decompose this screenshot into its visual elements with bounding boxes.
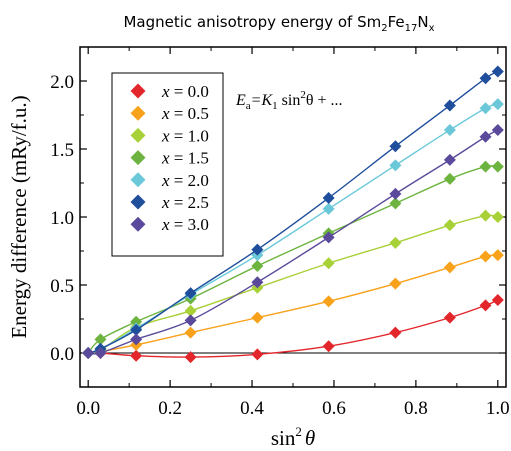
data-point — [479, 299, 492, 312]
data-point — [491, 123, 504, 136]
data-point — [251, 348, 264, 361]
data-point — [443, 99, 456, 112]
series-layer — [82, 65, 504, 364]
data-point — [251, 276, 264, 289]
legend-label: x = 0.5 — [161, 104, 209, 123]
data-point — [491, 249, 504, 262]
series-line — [88, 254, 498, 354]
data-point — [130, 333, 143, 346]
data-point — [443, 219, 456, 232]
data-point — [479, 209, 492, 222]
series-line — [87, 165, 498, 354]
y-tick-label: 0.0 — [50, 344, 74, 365]
data-point — [491, 65, 504, 78]
x-tick-label: 1.0 — [486, 398, 510, 419]
legend: x = 0.0 x = 0.5 x = 1.0 x = 1.5 x = 2.0 x = 2… — [130, 82, 209, 234]
legend-label: x = 2.0 — [161, 171, 209, 190]
series-1 — [82, 249, 504, 359]
data-point — [389, 187, 402, 200]
legend-marker — [130, 105, 146, 121]
legend-marker — [130, 150, 146, 166]
y-tick-label: 0.5 — [50, 276, 74, 297]
data-point — [322, 295, 335, 308]
x-axis-label: sin2 θ — [271, 424, 315, 450]
data-point — [322, 202, 335, 215]
data-point — [389, 326, 402, 339]
data-point — [479, 72, 492, 85]
data-point — [130, 323, 143, 336]
x-tick-label: 0.4 — [240, 398, 264, 419]
series-line — [88, 214, 498, 354]
data-point — [184, 326, 197, 339]
data-point — [389, 236, 402, 249]
legend-label: x = 2.5 — [161, 193, 209, 212]
x-tick-label: 0.8 — [404, 398, 428, 419]
series-line — [87, 70, 499, 354]
y-axis-ticks: 0.0 0.5 1.0 1.5 2.0 — [50, 72, 506, 365]
legend-marker — [130, 83, 146, 99]
y-tick-label: 1.5 — [50, 140, 74, 161]
data-point — [322, 257, 335, 270]
data-point — [389, 197, 402, 210]
y-axis-label: Energy difference (mRy/f.u.) — [7, 95, 31, 338]
data-point — [184, 314, 197, 327]
legend-label: x = 1.0 — [161, 126, 209, 145]
y-tick-label: 2.0 — [50, 72, 74, 93]
data-point — [322, 231, 335, 244]
legend-label: x = 3.0 — [161, 215, 209, 234]
legend-label: x = 0.0 — [161, 82, 209, 101]
data-point — [251, 311, 264, 324]
series-line — [88, 129, 499, 355]
data-point — [184, 287, 197, 300]
data-point — [94, 333, 107, 346]
data-point — [443, 123, 456, 136]
data-point — [322, 340, 335, 353]
series-6 — [82, 123, 504, 359]
data-point — [389, 277, 402, 290]
data-point — [479, 250, 492, 263]
data-point — [491, 160, 504, 173]
x-axis-ticks: 0.0 0.2 0.4 0.6 0.8 1.0 — [76, 47, 510, 419]
y-tick-label: 1.0 — [50, 208, 74, 229]
data-point — [184, 351, 197, 364]
data-point — [443, 261, 456, 274]
data-point — [82, 347, 95, 359]
legend-marker — [130, 216, 146, 232]
data-point — [389, 140, 402, 153]
legend-label: x = 1.5 — [161, 149, 209, 168]
series-line — [88, 299, 499, 358]
legend-marker — [130, 172, 146, 188]
data-point — [389, 159, 402, 172]
chart-title: Magnetic anisotropy energy of Sm2Fe17Nx — [123, 13, 434, 34]
data-point — [443, 153, 456, 166]
data-point — [94, 347, 107, 359]
data-point — [443, 311, 456, 324]
data-point — [491, 293, 504, 306]
series-line — [87, 103, 499, 354]
data-point — [491, 98, 504, 111]
data-point — [479, 130, 492, 143]
data-point — [479, 102, 492, 115]
data-point — [479, 160, 492, 173]
data-point — [184, 304, 197, 317]
x-tick-label: 0.2 — [158, 398, 182, 419]
data-point — [491, 211, 504, 223]
legend-marker — [130, 127, 146, 143]
anisotropy-equation: Ea=K1 sin2θ + ... — [235, 89, 343, 112]
data-point — [251, 259, 264, 272]
x-tick-label: 0.6 — [322, 398, 346, 419]
data-point — [130, 315, 143, 328]
x-tick-label: 0.0 — [76, 398, 100, 419]
data-point — [130, 349, 143, 362]
data-point — [251, 243, 264, 256]
legend-marker — [130, 194, 146, 210]
data-point — [443, 172, 456, 185]
legend-box — [111, 72, 224, 257]
data-point — [322, 191, 335, 204]
